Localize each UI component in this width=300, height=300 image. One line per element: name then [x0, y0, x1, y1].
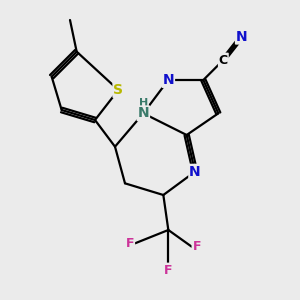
Text: S: S — [113, 83, 123, 97]
Text: N: N — [189, 165, 201, 179]
Text: F: F — [192, 240, 201, 253]
Text: C: C — [219, 53, 228, 67]
Text: F: F — [164, 263, 172, 277]
Text: H: H — [139, 98, 148, 108]
Text: N: N — [163, 73, 174, 87]
Text: N: N — [137, 106, 149, 120]
Text: N: N — [236, 30, 248, 44]
Text: F: F — [126, 237, 134, 250]
